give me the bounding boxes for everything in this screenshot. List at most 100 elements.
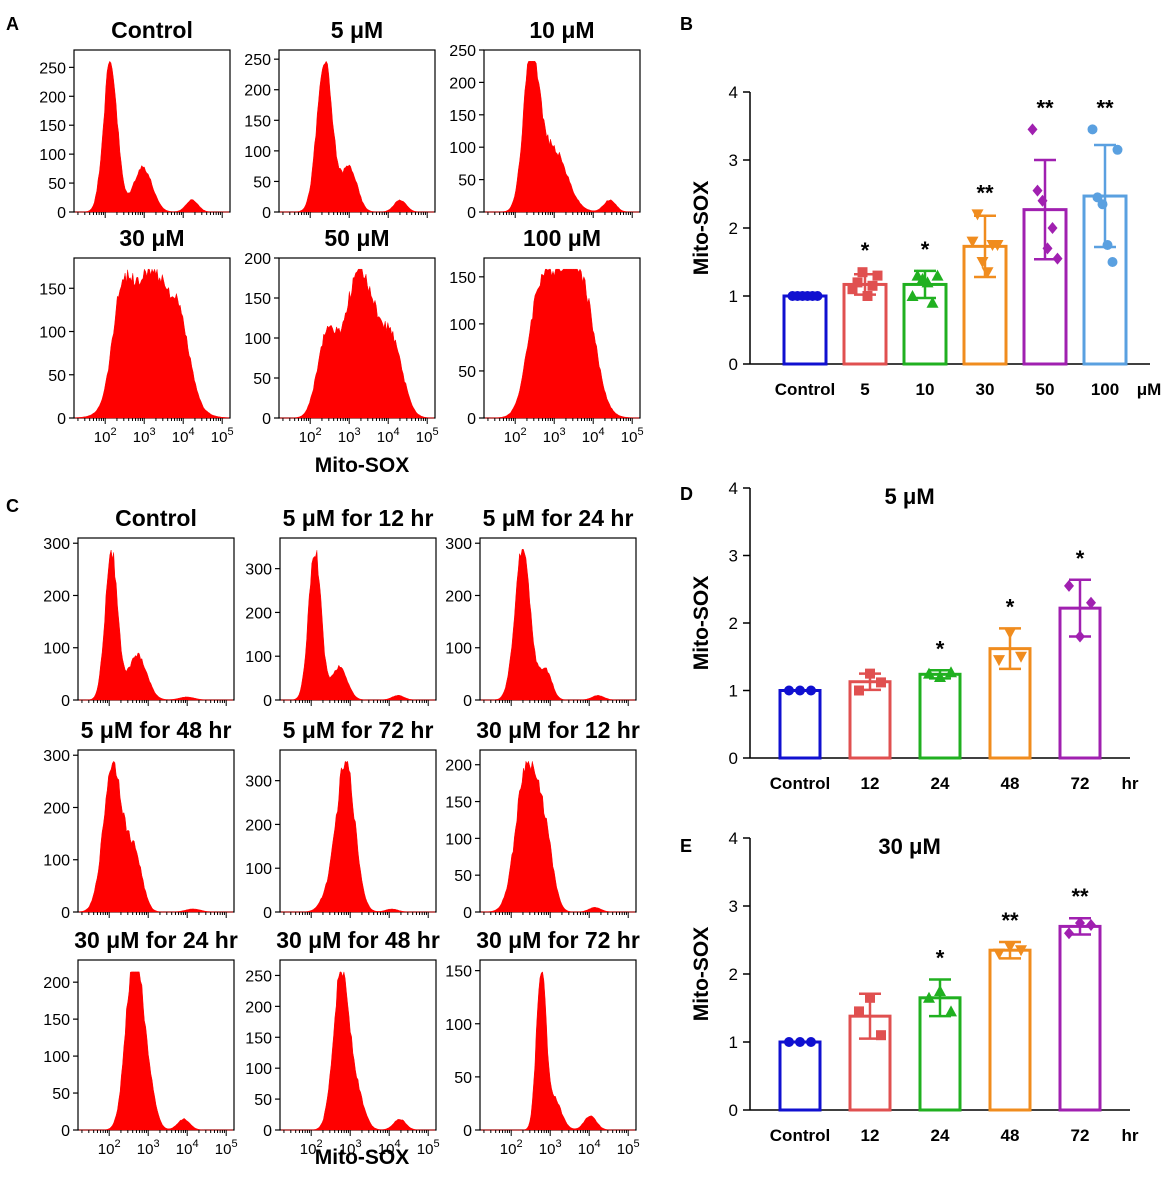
bar-chart-b: B 0 1 2 3 4 Mito-SOX Control 5 * 10 * 30 ** 50 ** 100 ** μ… bbox=[680, 14, 1161, 399]
y-tick-label: 0 bbox=[262, 205, 271, 222]
y-tick-label: 0 bbox=[262, 411, 271, 428]
x-tick-label: 104 bbox=[176, 1138, 199, 1158]
y-tick-label: 200 bbox=[39, 89, 66, 106]
y-tick-label: 0 bbox=[57, 205, 66, 222]
data-point bbox=[865, 992, 875, 1003]
x-tick-base: 10 bbox=[133, 429, 150, 446]
data-point bbox=[876, 677, 886, 688]
y-tick-label: 200 bbox=[445, 588, 472, 605]
data-point bbox=[906, 290, 919, 301]
histogram-title: 30 μM bbox=[119, 225, 184, 251]
histogram-fill bbox=[281, 971, 435, 1131]
x-tick-label: 104 bbox=[172, 426, 195, 446]
y-tick-label: 50 bbox=[254, 1092, 272, 1109]
bar bbox=[782, 294, 828, 366]
category-label: 48 bbox=[1001, 774, 1020, 793]
panel-label-b: B bbox=[680, 14, 693, 34]
histogram-fill bbox=[78, 760, 233, 913]
y-tick-label: 0 bbox=[263, 905, 272, 922]
histogram-title: 100 μM bbox=[523, 225, 601, 251]
category-label: 12 bbox=[861, 774, 880, 793]
y-tick-label: 0 bbox=[463, 693, 472, 710]
y-tick-label: 200 bbox=[43, 588, 70, 605]
y-tick-label: 0 bbox=[729, 1101, 738, 1120]
unit-label: hr bbox=[1122, 1126, 1139, 1145]
data-point bbox=[784, 685, 794, 696]
significance-mark: * bbox=[936, 636, 945, 661]
data-point bbox=[1042, 242, 1053, 255]
y-tick-label: 100 bbox=[245, 1061, 272, 1078]
significance-mark: ** bbox=[1036, 95, 1054, 120]
y-tick-label: 2 bbox=[729, 219, 738, 238]
data-point bbox=[923, 667, 935, 679]
y-tick-label: 50 bbox=[48, 176, 66, 193]
category-label: Control bbox=[775, 380, 835, 399]
y-tick-label: 150 bbox=[449, 108, 476, 125]
histogram-c-5: 30 μM for 12 hr 0 50 100 150 200 bbox=[445, 717, 640, 922]
x-tick-base: 10 bbox=[377, 429, 394, 446]
plot-frame bbox=[479, 749, 637, 913]
y-tick-label: 100 bbox=[245, 649, 272, 666]
y-tick-label: 0 bbox=[467, 205, 476, 222]
data-point bbox=[854, 1006, 864, 1017]
y-tick-label: 200 bbox=[43, 800, 70, 817]
y-tick-label: 100 bbox=[39, 325, 66, 342]
x-tick-label: 103 bbox=[539, 1138, 562, 1158]
significance-mark: ** bbox=[976, 180, 994, 205]
histogram-title: 5 μM for 24 hr bbox=[483, 505, 634, 531]
histogram-fill bbox=[74, 268, 230, 419]
significance-mark: ** bbox=[1071, 884, 1089, 909]
y-tick-label: 100 bbox=[449, 140, 476, 157]
data-point bbox=[1075, 630, 1085, 643]
y-tick-label: 300 bbox=[245, 774, 272, 791]
histogram-c-2: 5 μM for 24 hr 0 100 200 300 bbox=[445, 505, 637, 710]
chart-title: 5 μM bbox=[885, 484, 935, 509]
x-tick-label: 105 bbox=[215, 1138, 238, 1158]
y-tick-label: 250 bbox=[39, 60, 66, 77]
significance-mark: * bbox=[936, 945, 945, 970]
y-tick-label: 50 bbox=[458, 364, 476, 381]
data-point bbox=[921, 276, 934, 288]
data-point bbox=[867, 280, 878, 291]
x-tick-exponent: 2 bbox=[315, 426, 321, 438]
data-point bbox=[784, 1037, 794, 1047]
y-axis-title: Mito-SOX bbox=[690, 576, 713, 671]
x-tick-exponent: 2 bbox=[316, 1138, 322, 1150]
y-tick-label: 200 bbox=[43, 975, 70, 992]
data-point bbox=[1107, 257, 1118, 267]
x-tick-label: 105 bbox=[211, 426, 234, 446]
x-tick-exponent: 4 bbox=[394, 1138, 400, 1150]
histogram-title: 5 μM for 48 hr bbox=[81, 717, 232, 743]
y-tick-label: 300 bbox=[43, 536, 70, 553]
x-tick-label: 105 bbox=[617, 1138, 640, 1158]
histogram-fill bbox=[281, 760, 435, 913]
y-tick-label: 150 bbox=[449, 270, 476, 287]
x-tick-base: 10 bbox=[172, 429, 189, 446]
y-tick-label: 250 bbox=[245, 968, 272, 985]
x-tick-label: 103 bbox=[339, 1138, 362, 1158]
x-tick-label: 102 bbox=[94, 426, 117, 446]
category-label: 12 bbox=[861, 1126, 880, 1145]
bar bbox=[988, 948, 1032, 1112]
category-label: 30 bbox=[976, 380, 995, 399]
data-point bbox=[806, 685, 816, 696]
y-tick-label: 2 bbox=[729, 965, 738, 984]
y-tick-label: 150 bbox=[244, 113, 271, 130]
significance-mark: * bbox=[921, 237, 930, 262]
y-tick-label: 50 bbox=[458, 173, 476, 190]
y-tick-label: 100 bbox=[449, 317, 476, 334]
data-point bbox=[945, 666, 957, 678]
histogram-c-1: 5 μM for 12 hr 0 100 200 300 bbox=[245, 505, 437, 710]
x-tick-label: 104 bbox=[377, 426, 400, 446]
histogram-title: 10 μM bbox=[529, 17, 594, 43]
x-tick-label: 104 bbox=[378, 1138, 401, 1158]
chart-title: 30 μM bbox=[878, 834, 940, 859]
data-point bbox=[1064, 927, 1074, 940]
y-tick-label: 1 bbox=[729, 1033, 738, 1052]
data-point bbox=[876, 1030, 886, 1041]
y-tick-label: 100 bbox=[244, 331, 271, 348]
